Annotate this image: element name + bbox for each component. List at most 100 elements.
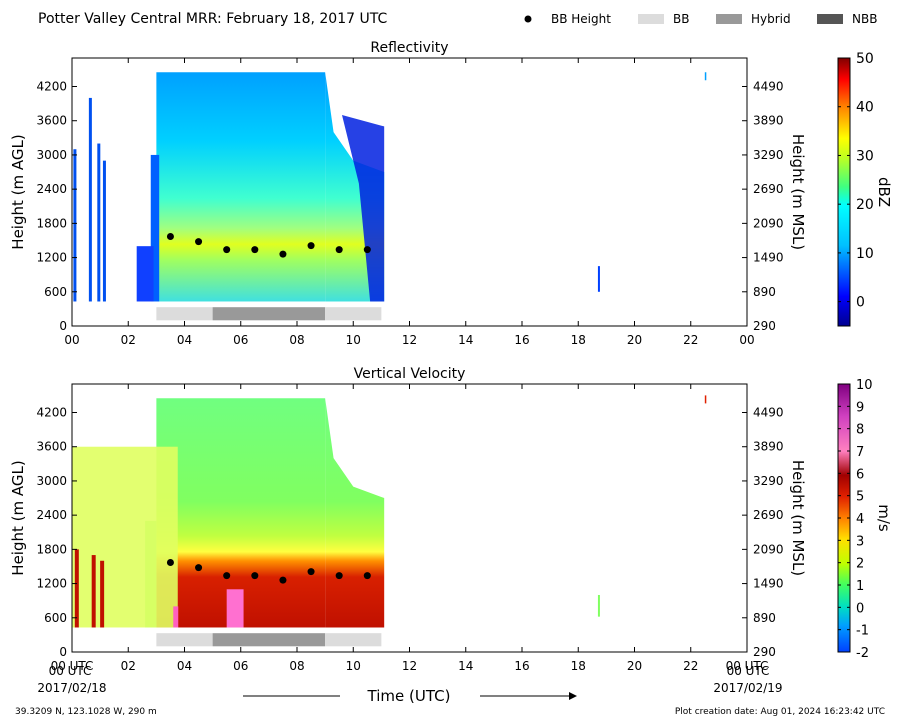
bb-segment-hybrid: [212, 307, 326, 321]
colorbar-tick-label: 8: [856, 423, 864, 438]
x-tick-label: 22: [683, 659, 698, 673]
y-tick-label: 0: [59, 319, 67, 333]
y-right-tick-label: 1490: [753, 577, 784, 591]
time-arrow-head-icon: [569, 692, 577, 700]
y-right-tick-label: 2690: [753, 508, 784, 522]
colorbar-tick-label: 6: [856, 467, 864, 482]
y-tick-label: 2400: [36, 182, 67, 196]
legend-bb-height-marker: [524, 15, 532, 23]
colorbar-tick-label: 10: [856, 378, 873, 393]
x-tick-label: 12: [402, 659, 417, 673]
y-right-tick-label: 3290: [753, 474, 784, 488]
bb-classification-bar: [156, 307, 382, 321]
x-tick-label: 12: [402, 333, 417, 347]
legend-label: BB Height: [551, 12, 611, 26]
y-tick-label: 1800: [36, 216, 67, 230]
y-right-tick-label: 3890: [753, 440, 784, 454]
colorbar-tick-label: 40: [856, 100, 874, 116]
y-tick-label: 600: [44, 285, 67, 299]
bb-height-point: [307, 242, 315, 250]
bb-height-point: [223, 246, 231, 254]
colorbar-tick-label: 30: [856, 148, 874, 164]
legend-label: Hybrid: [751, 12, 791, 26]
y-right-tick-label: 2090: [753, 542, 784, 556]
bb-height-point: [195, 238, 203, 246]
bb-segment-bb: [156, 307, 213, 321]
y-right-tick-label: 290: [753, 319, 776, 333]
x-tick-label: 18: [571, 333, 586, 347]
bb-height-point: [251, 572, 259, 580]
y-right-tick-label: 2690: [753, 182, 784, 196]
start-time-label: 00 UTC: [49, 664, 92, 678]
y-right-tick-label: 1490: [753, 251, 784, 265]
y-tick-label: 1800: [36, 542, 67, 556]
y-right-axis-ticks: 290 890 1490 2090 2690 3290 3890 4490: [742, 80, 784, 333]
x-tick-label: 22: [683, 333, 698, 347]
colorbar-tick-label: 3: [856, 534, 864, 549]
bb-segment-hybrid: [212, 633, 326, 647]
colorbar-tick-label: -2: [856, 646, 869, 661]
y-tick-label: 600: [44, 611, 67, 625]
panel-title: Reflectivity: [370, 40, 448, 56]
panel-title: Vertical Velocity: [354, 366, 466, 382]
colorbar-gradient: [837, 57, 851, 327]
header-legend: BB Height BB Hybrid NBB: [524, 12, 877, 26]
start-date-label: 2017/02/18: [37, 681, 106, 695]
x-tick-label: 08: [289, 659, 304, 673]
end-time-label: 00 UTC: [727, 664, 770, 678]
y-right-axis-ticks: 290 890 1490 2090 2690 3290 3890 4490: [742, 406, 784, 659]
y-right-tick-label: 2090: [753, 216, 784, 230]
x-tick-label: 06: [233, 333, 248, 347]
y-right-tick-label: 890: [753, 611, 776, 625]
x-tick-label: 02: [121, 659, 136, 673]
bb-segment-bb: [325, 307, 382, 321]
plot-creation-date: Plot creation date: Aug 01, 2024 16:23:4…: [675, 707, 885, 717]
colorbar-tick-label: 7: [856, 445, 864, 460]
legend-patch-nbb: [817, 14, 843, 24]
y-tick-label: 4200: [36, 406, 67, 420]
bb-segment-bb: [325, 633, 382, 647]
x-tick-label: 06: [233, 659, 248, 673]
y-tick-label: 3600: [36, 440, 67, 454]
y-right-tick-label: 3290: [753, 148, 784, 162]
y-right-tick-label: 290: [753, 645, 776, 659]
y-right-axis-label: Height (m MSL): [789, 134, 807, 250]
legend-label: BB: [673, 12, 689, 26]
bb-height-point: [223, 572, 231, 580]
colorbar-tick-label: 10: [856, 246, 874, 262]
legend-patch-hybrid: [716, 14, 742, 24]
colorbar-tick-label: 5: [856, 490, 864, 505]
x-tick-label: 00: [739, 333, 754, 347]
bb-height-point: [279, 576, 287, 584]
y-tick-label: 3000: [36, 474, 67, 488]
x-tick-label: 18: [571, 659, 586, 673]
bb-height-point: [307, 568, 315, 576]
x-tick-label: 00 UTC: [51, 659, 94, 673]
end-date-label: 2017/02/19: [713, 681, 782, 695]
figure-title: Potter Valley Central MRR: February 18, …: [38, 11, 387, 27]
x-tick-label: 10: [346, 333, 361, 347]
x-tick-label: 04: [177, 333, 192, 347]
colorbar-label: m/s: [875, 504, 893, 532]
bb-height-series: [166, 232, 371, 258]
x-tick-label: 00: [64, 333, 79, 347]
bb-classification-bar: [156, 633, 382, 647]
y-right-axis-label: Height (m MSL): [789, 460, 807, 576]
colorbar: 0 10 20 30 40 50 dBZ: [837, 51, 893, 327]
y-right-tick-label: 4490: [753, 80, 784, 94]
bb-height-series: [166, 558, 371, 584]
x-tick-label: 02: [121, 333, 136, 347]
bb-height-point: [166, 232, 174, 240]
colorbar-tick-label: 1: [856, 579, 864, 594]
colorbar-tick-label: 20: [856, 197, 874, 213]
y-tick-label: 1200: [36, 251, 67, 265]
y-tick-label: 0: [59, 645, 67, 659]
colorbar-tick-label: 0: [856, 295, 865, 311]
station-location: 39.3209 N, 123.1028 W, 290 m: [15, 707, 157, 717]
precip-field: [72, 395, 707, 628]
x-tick-label: 14: [458, 333, 473, 347]
y-tick-label: 3600: [36, 114, 67, 128]
bb-height-point: [166, 558, 174, 566]
